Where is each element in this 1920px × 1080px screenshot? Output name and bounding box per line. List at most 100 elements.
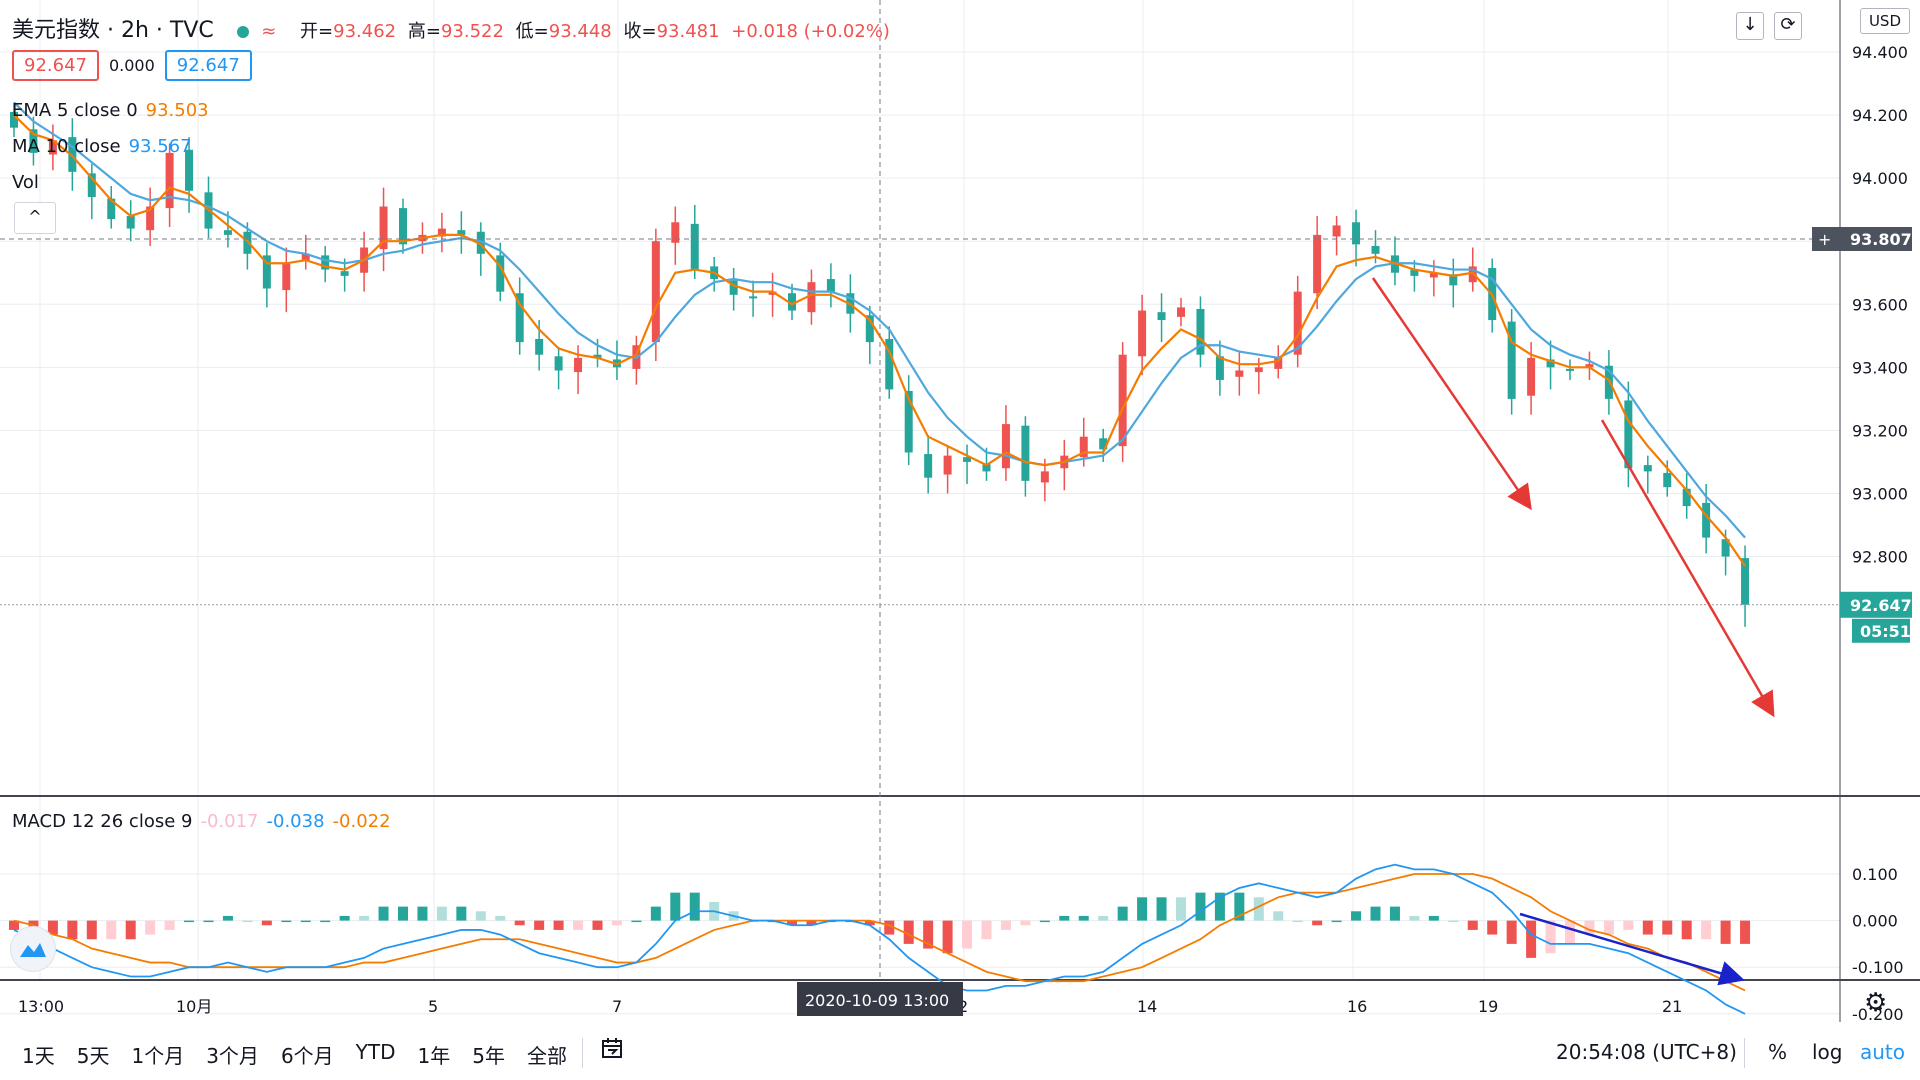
- macd-hist-bar: [1253, 897, 1264, 921]
- macd-hist-bar: [436, 906, 447, 921]
- download-icon[interactable]: ↓: [1736, 12, 1764, 40]
- candle-body: [768, 291, 777, 295]
- candle-body: [749, 296, 758, 299]
- percent-scale-button[interactable]: %: [1768, 1040, 1788, 1064]
- symbol-title[interactable]: 美元指数 · 2h · TVC: [12, 18, 214, 43]
- candle-body: [1682, 488, 1691, 507]
- range-6m[interactable]: 6个月: [280, 1044, 334, 1068]
- macd-hist-bar: [611, 920, 622, 926]
- macd-label: MACD 12 26 close 9: [12, 811, 193, 832]
- macd-hist-bar: [650, 906, 661, 921]
- calendar-icon[interactable]: [600, 1036, 624, 1066]
- time-tick-label: 19: [1478, 997, 1498, 1016]
- macd-hist-bar: [942, 920, 953, 954]
- clock-time[interactable]: 20:54:08 (UTC+8): [1556, 1040, 1737, 1064]
- macd-hist-bar: [164, 920, 175, 930]
- candle-body: [29, 129, 38, 153]
- range-3m[interactable]: 3个月: [206, 1044, 259, 1068]
- macd-histogram: [9, 892, 1751, 958]
- candle-body: [340, 271, 349, 276]
- macd-hist-bar: [1273, 911, 1284, 921]
- ema-legend[interactable]: EMA 5 close 0 93.503: [12, 100, 209, 121]
- range-5d[interactable]: 5天: [76, 1044, 110, 1068]
- macd-hist-bar: [1448, 920, 1459, 923]
- candle-body: [321, 255, 330, 270]
- macd-value: -0.038: [266, 811, 325, 832]
- fullscreen-icon[interactable]: ⟳: [1774, 12, 1802, 40]
- macd-hist-bar: [1545, 920, 1556, 954]
- crosshair-plus-icon: +: [1818, 230, 1831, 249]
- time-tick-label: 5: [428, 997, 438, 1016]
- macd-hist-bar: [1487, 920, 1498, 935]
- candle-body: [788, 293, 796, 311]
- time-tick-label: 14: [1137, 997, 1157, 1016]
- collapse-legend-button[interactable]: ^: [14, 202, 56, 234]
- macd-hist-bar: [1526, 920, 1537, 958]
- candle-body: [865, 315, 874, 343]
- macd-hist-bar: [1039, 920, 1050, 923]
- settings-gear-icon[interactable]: ⚙: [1864, 988, 1888, 1018]
- spread-value: 0.000: [108, 56, 155, 75]
- ask-badge[interactable]: 92.647: [164, 50, 252, 81]
- time-tick-label: 21: [1662, 997, 1682, 1016]
- candle-body: [223, 230, 232, 235]
- macd-hist-bar: [456, 906, 467, 921]
- candle-body: [515, 293, 524, 343]
- candle-body: [476, 231, 485, 254]
- macd-hist-bar: [981, 920, 992, 940]
- macd-hist-bar: [106, 920, 117, 940]
- vol-legend[interactable]: Vol: [12, 172, 39, 193]
- last-price-bg: [1840, 591, 1912, 618]
- candle-body: [107, 198, 116, 220]
- macd-hist-bar: [203, 920, 214, 923]
- macd-hist-bar: [884, 920, 895, 935]
- range-1d[interactable]: 1天: [22, 1044, 55, 1068]
- candle-body: [1643, 465, 1652, 472]
- ema-value: 93.503: [145, 100, 209, 121]
- macd-tick-label: -0.100: [1852, 958, 1904, 977]
- open-label: 开=: [300, 21, 334, 42]
- tradingview-logo-icon[interactable]: [10, 926, 56, 972]
- candle-body: [496, 255, 505, 292]
- range-1y[interactable]: 1年: [417, 1044, 451, 1068]
- macd-legend[interactable]: MACD 12 26 close 9 -0.017 -0.038 -0.022: [12, 811, 391, 832]
- candle-body: [146, 206, 155, 231]
- red-arrow-1: [1371, 277, 1532, 511]
- range-5y[interactable]: 5年: [472, 1044, 505, 1068]
- auto-scale-button[interactable]: auto: [1860, 1040, 1906, 1064]
- currency-button[interactable]: USD: [1859, 8, 1910, 34]
- macd-hist-bar: [495, 915, 506, 921]
- top-right-buttons: ↓ ⟳: [1736, 12, 1802, 40]
- high-label: 高=: [407, 21, 441, 42]
- close-value: 93.481: [656, 21, 720, 42]
- macd-hist-bar: [261, 920, 272, 926]
- candle-body: [1313, 234, 1322, 294]
- candle-body: [1546, 359, 1555, 368]
- range-ytd[interactable]: YTD: [355, 1040, 396, 1064]
- candle-body: [1177, 307, 1185, 317]
- red-arrow-2: [1600, 419, 1775, 718]
- candle-body: [826, 279, 835, 292]
- macd-hist-bar: [514, 920, 525, 926]
- macd-hist-bar: [86, 920, 97, 940]
- macd-hist-bar: [1078, 915, 1089, 921]
- candle-body: [1741, 558, 1750, 605]
- candle-body: [399, 208, 407, 245]
- candle-body: [1254, 367, 1263, 373]
- macd-hist-bar: [806, 920, 817, 926]
- macd-hist-bar: [1098, 915, 1109, 921]
- candle-body: [1527, 357, 1536, 396]
- ma-legend[interactable]: MA 10 close 93.567: [12, 136, 192, 157]
- candle-body: [126, 215, 135, 229]
- range-all[interactable]: 全部: [526, 1044, 567, 1068]
- bid-badge[interactable]: 92.647: [12, 50, 99, 81]
- candle-body: [1215, 356, 1224, 380]
- macd-hist-bar: [1195, 892, 1206, 921]
- range-1m[interactable]: 1个月: [131, 1044, 185, 1068]
- candle-body: [1079, 436, 1088, 458]
- log-scale-button[interactable]: log: [1812, 1040, 1843, 1064]
- macd-hist-bar: [359, 915, 370, 921]
- high-value: 93.522: [440, 21, 504, 42]
- macd-hist-bar: [320, 920, 331, 923]
